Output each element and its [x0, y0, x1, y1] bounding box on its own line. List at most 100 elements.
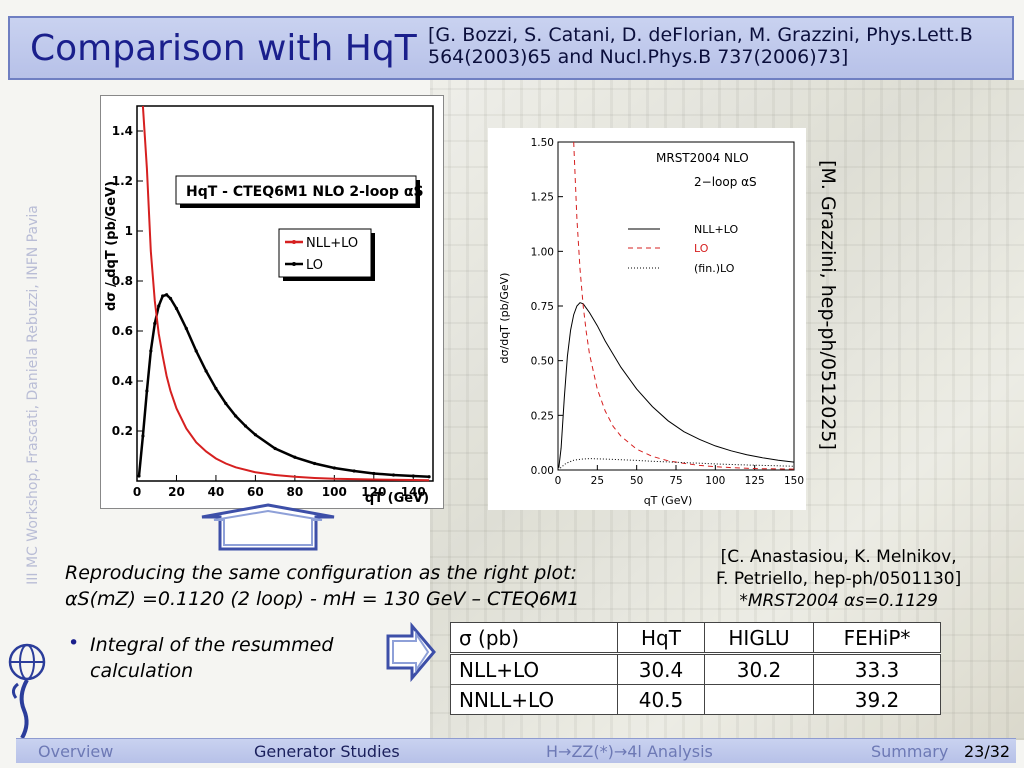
- series-point-0: [224, 401, 228, 406]
- legend-label-lo-2: LO: [694, 242, 709, 255]
- series-point-0: [145, 389, 149, 393]
- y-tick-label: 1.50: [531, 137, 554, 149]
- table-row: NLL+LO 30.4 30.2 33.3: [450, 652, 941, 685]
- series-point-0: [204, 369, 208, 373]
- series-point-0: [153, 321, 157, 326]
- hqt-plot-title: HqT - CTEQ6M1 NLO 2-loop αS: [186, 184, 424, 200]
- x-tick-label: 120: [361, 485, 386, 499]
- title-bar: Comparison with HqT [G. Bozzi, S. Catani…: [8, 16, 1014, 80]
- table-cell: NNLL+LO: [450, 684, 618, 715]
- ref2-line-2: F. Petriello, hep-ph/0501130]: [716, 569, 962, 589]
- series-point-0: [391, 473, 396, 477]
- series-point-0: [313, 461, 317, 466]
- hqt-ylabel: dσ / dqT (pb/GeV): [104, 181, 119, 311]
- series-point-0: [157, 304, 161, 308]
- table-cell: [704, 684, 814, 715]
- table-header-cell: σ (pb): [450, 622, 618, 654]
- grazzini-ref-wrap: [M. Grazzini, hep-ph/0512025]: [808, 140, 848, 470]
- y-tick-label: 1: [125, 224, 133, 238]
- series-point-0: [411, 474, 415, 478]
- series-point-0: [293, 455, 297, 459]
- series-point-0: [332, 466, 336, 470]
- table-cell: 30.4: [617, 652, 705, 685]
- caption-line-1: Reproducing the same configuration as th…: [65, 562, 578, 584]
- x-tick-label: 25: [591, 475, 604, 487]
- table-row: NNLL+LO 40.5 39.2: [450, 684, 941, 715]
- x-tick-label: 60: [247, 485, 264, 499]
- y-tick-label: 0.25: [531, 410, 554, 422]
- table-header-cell: FEHiP*: [813, 622, 941, 654]
- y-tick-label: 0.50: [531, 356, 554, 368]
- series-point-0: [214, 386, 218, 391]
- y-tick-label: 0.8: [112, 274, 133, 288]
- table-header-cell: HIGLU: [704, 622, 814, 654]
- mrst-ylabel: dσ/dqT (pb/GeV): [498, 273, 511, 364]
- grazzini-ref: [M. Grazzini, hep-ph/0512025]: [817, 160, 839, 450]
- x-tick-label: 100: [322, 485, 347, 499]
- series-point-0: [352, 469, 356, 473]
- mrst-plot-subtitle: 2−loop αS: [694, 175, 757, 189]
- bullet-text: Integral of the resummed calculation: [90, 634, 334, 682]
- table-header-cell: HqT: [617, 622, 705, 654]
- y-tick-label: 0.00: [531, 465, 554, 477]
- series-point-0: [161, 294, 165, 298]
- y-tick-label: 0.4: [112, 374, 133, 388]
- x-tick-label: 50: [630, 475, 643, 487]
- mrst-plot-title: MRST2004 NLO: [656, 151, 749, 165]
- series-point-0: [165, 293, 169, 297]
- series-point-0: [234, 414, 238, 418]
- sidebar-vertical-text-wrap: III MC Workshop, Frascati, Daniela Rebuz…: [24, 150, 42, 640]
- x-tick-label: 0: [555, 475, 562, 487]
- x-tick-label: 40: [208, 485, 225, 499]
- x-tick-label: 150: [784, 475, 804, 487]
- ref2-line-1: [C. Anastasiou, K. Melnikov,: [720, 547, 957, 567]
- series-point-0: [137, 474, 141, 478]
- nav-generator-studies[interactable]: Generator Studies: [254, 742, 400, 761]
- y-tick-label: 0.75: [531, 301, 554, 313]
- series-point-0: [253, 433, 257, 437]
- series-line-1: [573, 141, 795, 470]
- x-tick-label: 140: [401, 485, 426, 499]
- nav-analysis[interactable]: H→ZZ(*)→4l Analysis: [546, 742, 713, 761]
- series-point-0: [273, 446, 277, 451]
- series-point-0: [184, 326, 188, 331]
- series-line-2: [557, 458, 795, 471]
- series-line-1: [141, 105, 430, 482]
- table-cell: 40.5: [617, 684, 705, 715]
- y-tick-label: 0.6: [112, 324, 133, 338]
- y-tick-label: 1.2: [112, 174, 133, 188]
- y-tick-label: 1.00: [531, 246, 554, 258]
- x-tick-label: 125: [745, 475, 765, 487]
- hqt-xlabel: qT (GeV): [365, 491, 429, 506]
- caption: Reproducing the same configuration as th…: [65, 560, 579, 612]
- table-cell: 39.2: [813, 684, 941, 715]
- series-line-0: [558, 302, 795, 468]
- x-tick-label: 20: [168, 485, 185, 499]
- nav-summary[interactable]: Summary: [871, 742, 949, 761]
- nav-overview[interactable]: Overview: [38, 742, 114, 761]
- legend-label-fin-lo: (fin.)LO: [694, 262, 735, 275]
- series-point-0: [372, 471, 376, 476]
- sidebar-vertical-text: III MC Workshop, Frascati, Daniela Rebuz…: [25, 205, 42, 585]
- table-cell: 30.2: [704, 652, 814, 685]
- slide-title: Comparison with HqT: [30, 28, 417, 69]
- title-reference: [G. Bozzi, S. Catani, D. deFlorian, M. G…: [428, 24, 973, 68]
- up-arrow-icon: [201, 503, 335, 551]
- table-cell: 33.3: [813, 652, 941, 685]
- series-point-0: [243, 424, 248, 428]
- legend-label-nll-lo-2: NLL+LO: [694, 223, 738, 236]
- table-header-row: σ (pb) HqT HIGLU FEHiP*: [450, 622, 941, 654]
- x-tick-label: 0: [133, 485, 141, 499]
- legend-label-nll-lo: NLL+LO: [306, 236, 358, 251]
- mrst-plot: 0 25 50 75 100 125 150 0.00 0.25 0.50 0.75 1.00 1.25…: [488, 128, 806, 510]
- cross-section-table: σ (pb) HqT HIGLU FEHiP* NLL+LO 30.4 30.2…: [450, 622, 941, 715]
- y-tick-label: 0.2: [112, 424, 133, 438]
- bullet-marker: •: [68, 632, 80, 654]
- caption-line-2: αS(mZ) =0.1120 (2 loop) - mH = 130 GeV –…: [65, 588, 580, 610]
- y-tick-label: 1.25: [531, 192, 554, 204]
- series-point-0: [168, 296, 173, 301]
- page-number: 23/32: [964, 742, 1011, 761]
- legend-label-lo: LO: [306, 258, 323, 273]
- footer-nav: Overview Generator Studies H→ZZ(*)→4l An…: [16, 738, 1016, 763]
- x-tick-label: 80: [287, 485, 304, 499]
